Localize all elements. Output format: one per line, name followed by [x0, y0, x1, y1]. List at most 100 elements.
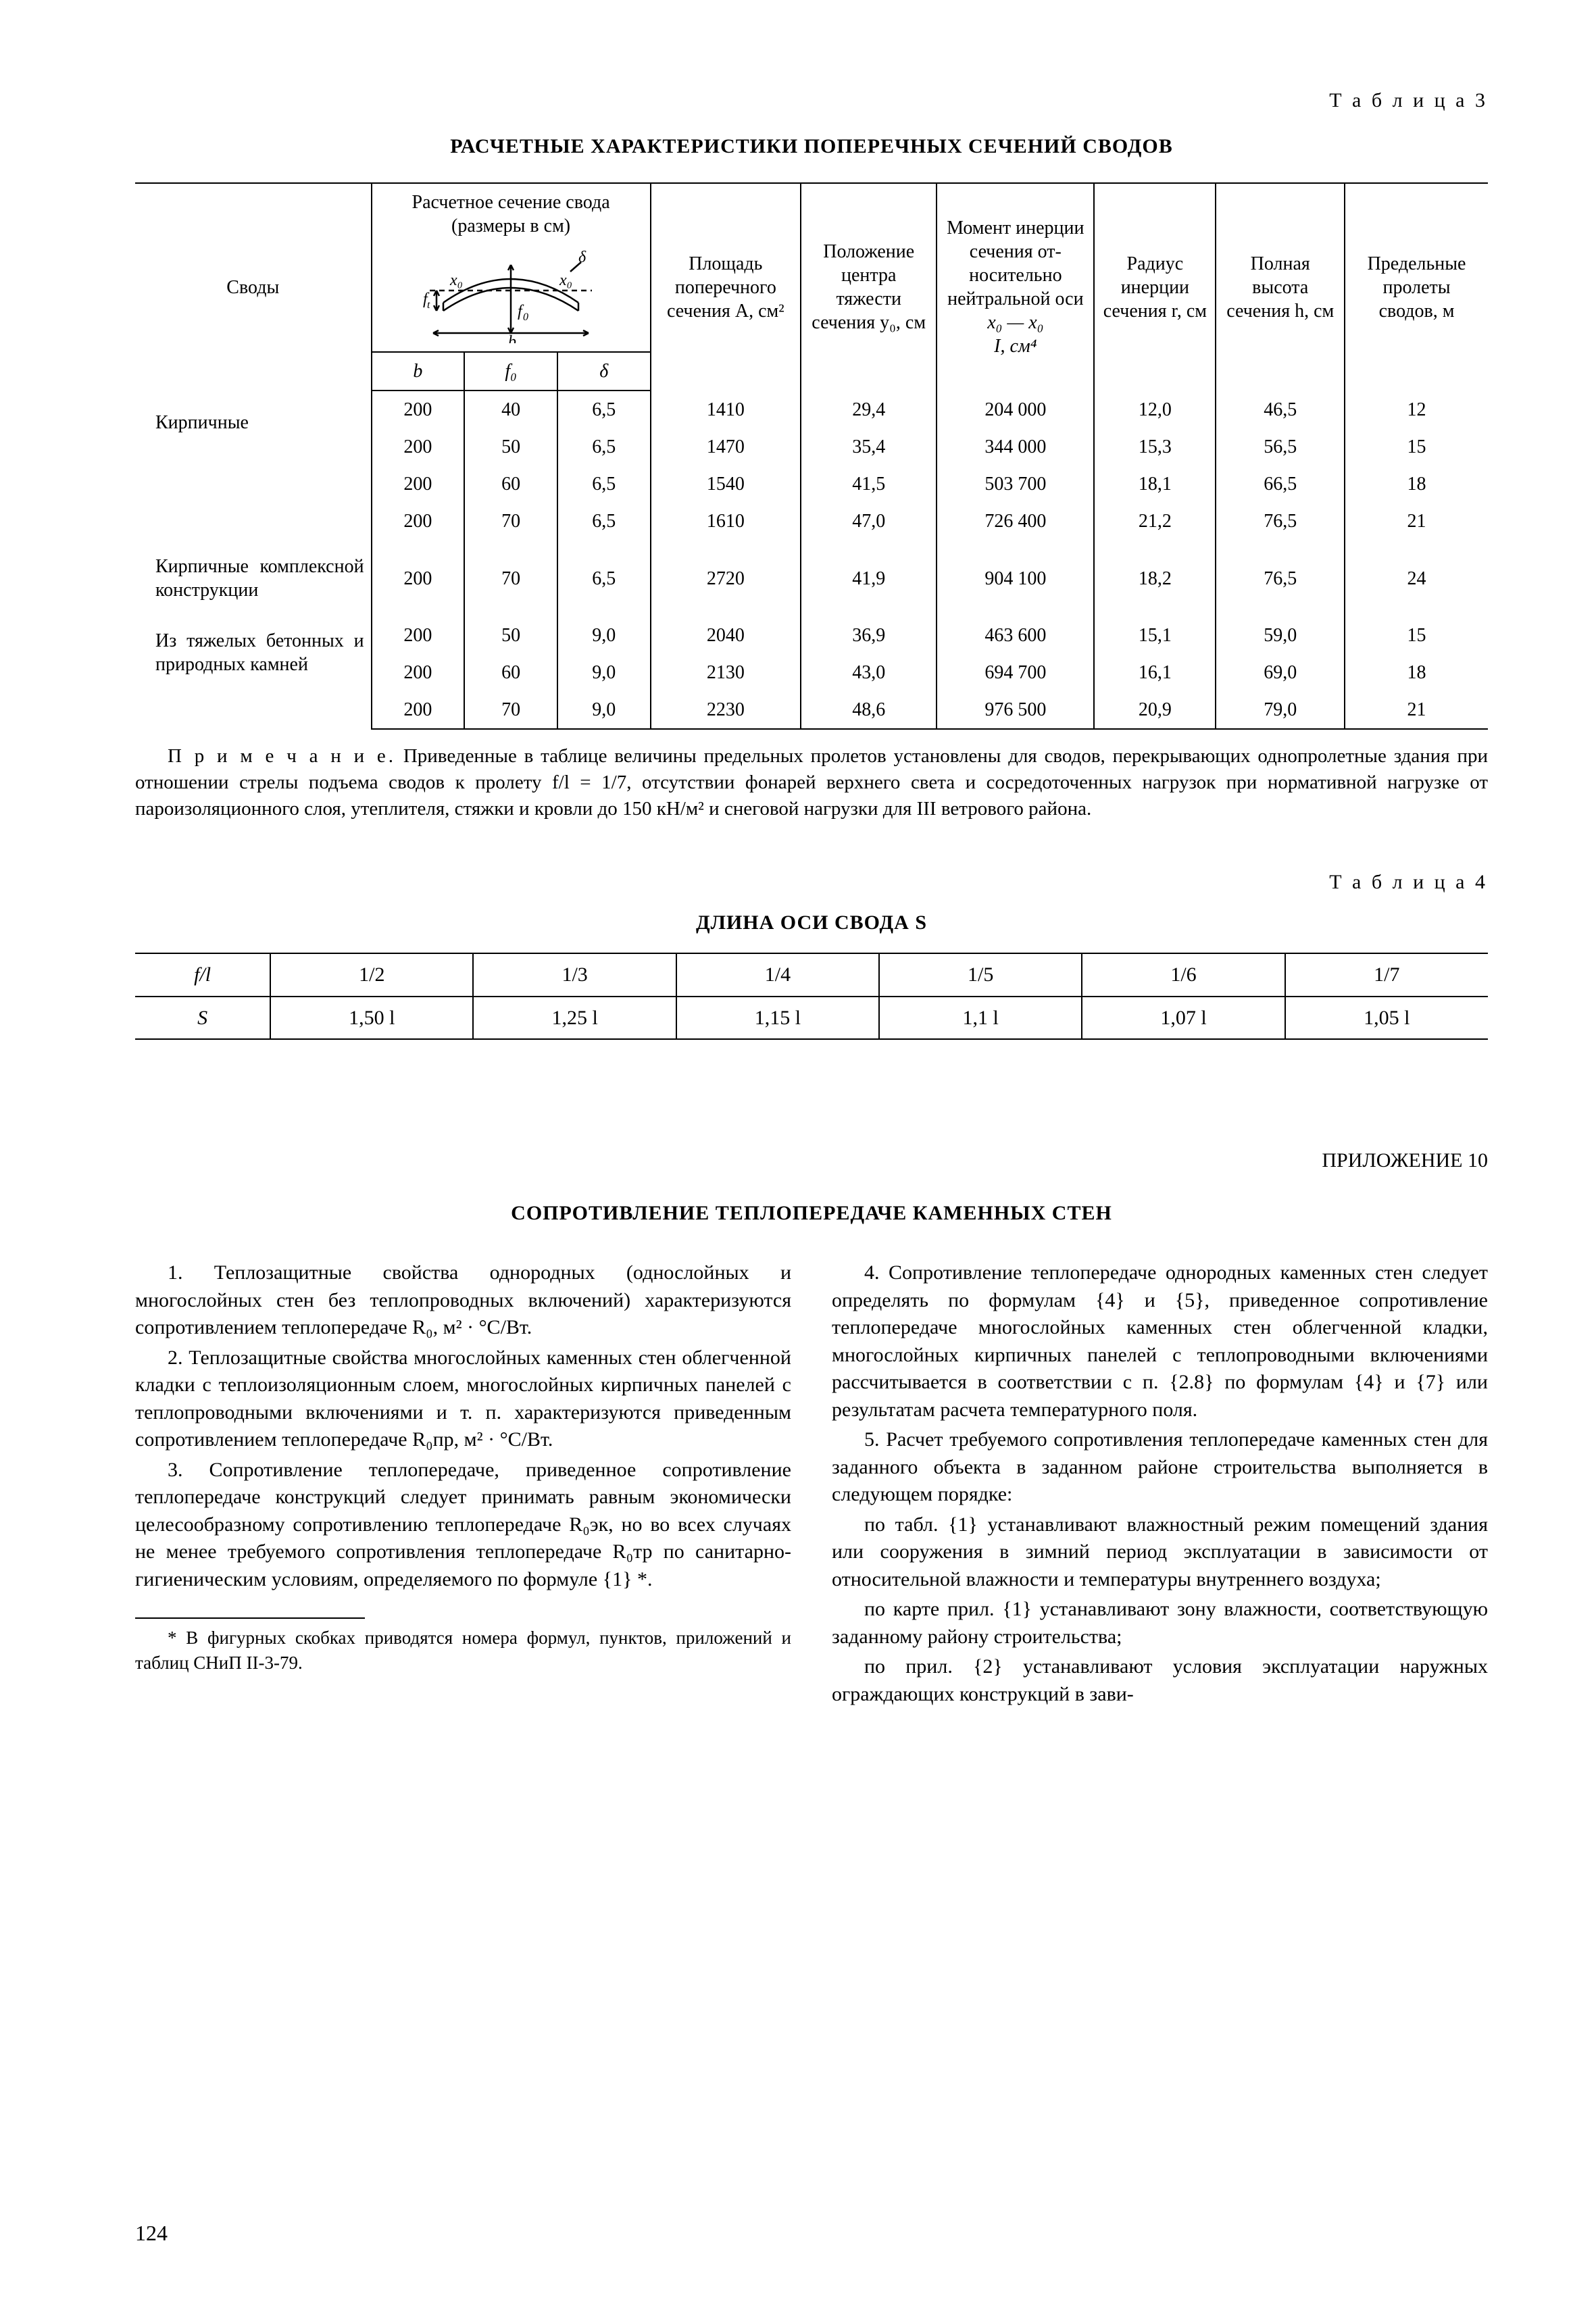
- cell: 6,5: [557, 428, 651, 466]
- cell: 1/6: [1082, 953, 1285, 997]
- table4-label: Т а б л и ц а 4: [135, 870, 1488, 895]
- cell: 41,5: [801, 466, 937, 503]
- cell: 200: [372, 654, 465, 691]
- cell: 1/4: [676, 953, 879, 997]
- footnote: * В фигурных скобках приводятся номера ф…: [135, 1626, 791, 1675]
- cell: 1610: [651, 503, 801, 540]
- para-5a: по табл. {1} устанавливают влажностный р…: [832, 1511, 1488, 1594]
- t3-name-0: Кирпичные: [135, 391, 372, 540]
- cell: 79,0: [1216, 691, 1345, 729]
- cell: 70: [464, 691, 557, 729]
- svg-text:x₀: x₀: [449, 272, 463, 289]
- cell: 904 100: [937, 540, 1094, 617]
- footnote-rule: [135, 1617, 365, 1619]
- para-3: 3. Сопротивление теплопередаче, приведен…: [135, 1457, 791, 1594]
- cell: 1/5: [879, 953, 1082, 997]
- cell: 1410: [651, 391, 801, 428]
- cell: 9,0: [557, 691, 651, 729]
- cell: 66,5: [1216, 466, 1345, 503]
- appendix-label: ПРИЛОЖЕНИЕ 10: [135, 1148, 1488, 1174]
- cell: 1,1 l: [879, 997, 1082, 1040]
- cell: 21,2: [1094, 503, 1216, 540]
- cell: 726 400: [937, 503, 1094, 540]
- t3-sub-f0: f₀: [464, 352, 557, 391]
- cell: 204 000: [937, 391, 1094, 428]
- cell: 59,0: [1216, 617, 1345, 654]
- cell: 1/2: [270, 953, 473, 997]
- cell: 6,5: [557, 466, 651, 503]
- cell: 200: [372, 691, 465, 729]
- cell: 76,5: [1216, 540, 1345, 617]
- cell: 56,5: [1216, 428, 1345, 466]
- cell: 2230: [651, 691, 801, 729]
- cell: 21: [1345, 503, 1488, 540]
- cell: 2130: [651, 654, 801, 691]
- t3-head-section-text: Расчетное сечение свода (размеры в см): [380, 191, 642, 238]
- t4-r1-label: f/l: [135, 953, 270, 997]
- cell: 1,05 l: [1285, 997, 1488, 1040]
- cell: 976 500: [937, 691, 1094, 729]
- appendix-body: 1. Теплозащитные свойства однородных (од…: [135, 1259, 1488, 1708]
- cell: 18,1: [1094, 466, 1216, 503]
- svg-text:t: t: [427, 299, 430, 311]
- cell: 200: [372, 503, 465, 540]
- cell: 200: [372, 391, 465, 428]
- t3-head-moment-3: I, см⁴: [945, 334, 1085, 358]
- cell: 43,0: [801, 654, 937, 691]
- cell: 200: [372, 540, 465, 617]
- table3-label: Т а б л и ц а 3: [135, 88, 1488, 114]
- t3-head-radius: Радиус инерции сечения r, см: [1094, 183, 1216, 391]
- cell: 15,3: [1094, 428, 1216, 466]
- svg-text:b: b: [508, 333, 516, 343]
- cell: 15: [1345, 617, 1488, 654]
- cell: 2720: [651, 540, 801, 617]
- para-5: 5. Расчет требуемого сопротивления тепло…: [832, 1426, 1488, 1509]
- para-2: 2. Теплозащитные свойства многослойных к…: [135, 1344, 791, 1454]
- para-5c: по прил. {2} устанавливают условия экспл…: [832, 1653, 1488, 1708]
- cell: 48,6: [801, 691, 937, 729]
- cell: 2040: [651, 617, 801, 654]
- cell: 6,5: [557, 391, 651, 428]
- cell: 46,5: [1216, 391, 1345, 428]
- cell: 70: [464, 540, 557, 617]
- cell: 76,5: [1216, 503, 1345, 540]
- table3: Своды Расчетное сечение свода (размеры в…: [135, 182, 1488, 730]
- svg-text:0: 0: [523, 311, 528, 323]
- t3-name-1: Кирпичные ком­плексной конструк­ции: [135, 540, 372, 617]
- cell: 70: [464, 503, 557, 540]
- cell: 20,9: [1094, 691, 1216, 729]
- note-label: П р и м е ч а н и е.: [168, 745, 396, 767]
- t3-head-height: Полная высота сечения h, см: [1216, 183, 1345, 391]
- cell: 1,25 l: [473, 997, 676, 1040]
- cell: 60: [464, 654, 557, 691]
- cell: 200: [372, 617, 465, 654]
- para-5b: по карте прил. {1} устанавливают зону вл…: [832, 1596, 1488, 1651]
- cell: 50: [464, 617, 557, 654]
- cell: 503 700: [937, 466, 1094, 503]
- cell: 35,4: [801, 428, 937, 466]
- svg-text:δ: δ: [578, 249, 587, 266]
- t3-head-moment-1: Момент инерции сечения от­носительно ней…: [945, 216, 1085, 311]
- cell: 24: [1345, 540, 1488, 617]
- t3-sub-delta: δ: [557, 352, 651, 391]
- cell: 6,5: [557, 503, 651, 540]
- cell: 9,0: [557, 617, 651, 654]
- cell: 18: [1345, 466, 1488, 503]
- cell: 29,4: [801, 391, 937, 428]
- cell: 6,5: [557, 540, 651, 617]
- cell: 21: [1345, 691, 1488, 729]
- cell: 47,0: [801, 503, 937, 540]
- t3-head-moment-2: x₀ — x₀: [945, 311, 1085, 334]
- cell: 200: [372, 466, 465, 503]
- table3-note: П р и м е ч а н и е. Приведенные в табли…: [135, 743, 1488, 822]
- cell: 40: [464, 391, 557, 428]
- table3-title: РАСЧЕТНЫЕ ХАРАКТЕРИСТИКИ ПОПЕРЕЧНЫХ СЕЧЕ…: [135, 134, 1488, 159]
- t3-head-centroid: Положение центра тяжести сечения y₀, см: [801, 183, 937, 391]
- cell: 200: [372, 428, 465, 466]
- table4: f/l 1/2 1/3 1/4 1/5 1/6 1/7 S 1,50 l 1,2…: [135, 953, 1488, 1040]
- cell: 1,07 l: [1082, 997, 1285, 1040]
- cell: 60: [464, 466, 557, 503]
- cell: 1470: [651, 428, 801, 466]
- page-number: 124: [135, 2219, 168, 2246]
- cell: 1,50 l: [270, 997, 473, 1040]
